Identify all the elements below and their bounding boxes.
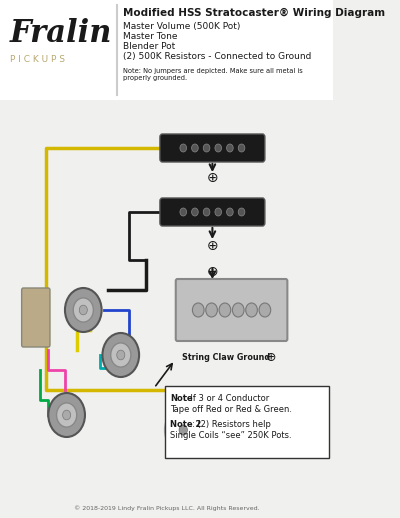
Circle shape bbox=[192, 208, 198, 216]
FancyBboxPatch shape bbox=[176, 279, 287, 341]
Circle shape bbox=[102, 333, 139, 377]
Text: (2) 500K Resistors - Connected to Ground: (2) 500K Resistors - Connected to Ground bbox=[123, 52, 312, 61]
Circle shape bbox=[79, 305, 87, 315]
Circle shape bbox=[238, 144, 245, 152]
Text: Tape off Red or Red & Green.: Tape off Red or Red & Green. bbox=[170, 405, 292, 414]
Circle shape bbox=[203, 144, 210, 152]
Circle shape bbox=[259, 303, 271, 317]
FancyBboxPatch shape bbox=[165, 386, 329, 458]
Circle shape bbox=[117, 350, 125, 360]
Circle shape bbox=[63, 410, 71, 420]
Text: Fralin: Fralin bbox=[10, 18, 112, 49]
Text: : (2) Resistors help: : (2) Resistors help bbox=[192, 420, 271, 429]
Text: P I C K U P S: P I C K U P S bbox=[10, 55, 65, 64]
Text: Master Volume (500K Pot): Master Volume (500K Pot) bbox=[123, 22, 241, 31]
Circle shape bbox=[238, 208, 245, 216]
Text: ⊕: ⊕ bbox=[266, 351, 276, 364]
Circle shape bbox=[56, 403, 77, 427]
Text: © 2018-2019 Lindy Fralin Pickups LLC. All Rights Reserved.: © 2018-2019 Lindy Fralin Pickups LLC. Al… bbox=[74, 505, 259, 511]
FancyBboxPatch shape bbox=[22, 288, 50, 347]
Circle shape bbox=[203, 208, 210, 216]
Circle shape bbox=[246, 303, 257, 317]
Text: String Claw Ground: String Claw Ground bbox=[182, 353, 270, 362]
Text: ⊕: ⊕ bbox=[206, 265, 218, 279]
Circle shape bbox=[219, 303, 231, 317]
Circle shape bbox=[206, 303, 217, 317]
Circle shape bbox=[232, 303, 244, 317]
Text: Note: Note bbox=[170, 394, 192, 403]
Circle shape bbox=[73, 298, 93, 322]
Circle shape bbox=[180, 208, 186, 216]
Circle shape bbox=[192, 303, 204, 317]
FancyBboxPatch shape bbox=[0, 0, 333, 100]
FancyBboxPatch shape bbox=[160, 198, 265, 226]
Text: : If 3 or 4 Conductor: : If 3 or 4 Conductor bbox=[185, 394, 269, 403]
Circle shape bbox=[111, 343, 131, 367]
FancyBboxPatch shape bbox=[160, 134, 265, 162]
Text: Master Tone: Master Tone bbox=[123, 32, 178, 41]
Circle shape bbox=[226, 144, 233, 152]
Circle shape bbox=[172, 417, 194, 443]
Circle shape bbox=[180, 144, 186, 152]
Text: Note: No jumpers are depicted. Make sure all metal is
properly grounded.: Note: No jumpers are depicted. Make sure… bbox=[123, 68, 303, 81]
Text: Single Coils “see” 250K Pots.: Single Coils “see” 250K Pots. bbox=[170, 431, 292, 440]
Text: Blender Pot: Blender Pot bbox=[123, 42, 176, 51]
Circle shape bbox=[65, 288, 102, 332]
Text: ⊕: ⊕ bbox=[206, 171, 218, 185]
Text: Note 2: Note 2 bbox=[170, 420, 201, 429]
Circle shape bbox=[179, 425, 188, 435]
Circle shape bbox=[215, 208, 222, 216]
Text: ⊕: ⊕ bbox=[206, 239, 218, 253]
Circle shape bbox=[48, 393, 85, 437]
Circle shape bbox=[226, 208, 233, 216]
Circle shape bbox=[192, 144, 198, 152]
Circle shape bbox=[215, 144, 222, 152]
Circle shape bbox=[165, 408, 202, 452]
Text: Modified HSS Stratocaster® Wiring Diagram: Modified HSS Stratocaster® Wiring Diagra… bbox=[123, 8, 385, 18]
